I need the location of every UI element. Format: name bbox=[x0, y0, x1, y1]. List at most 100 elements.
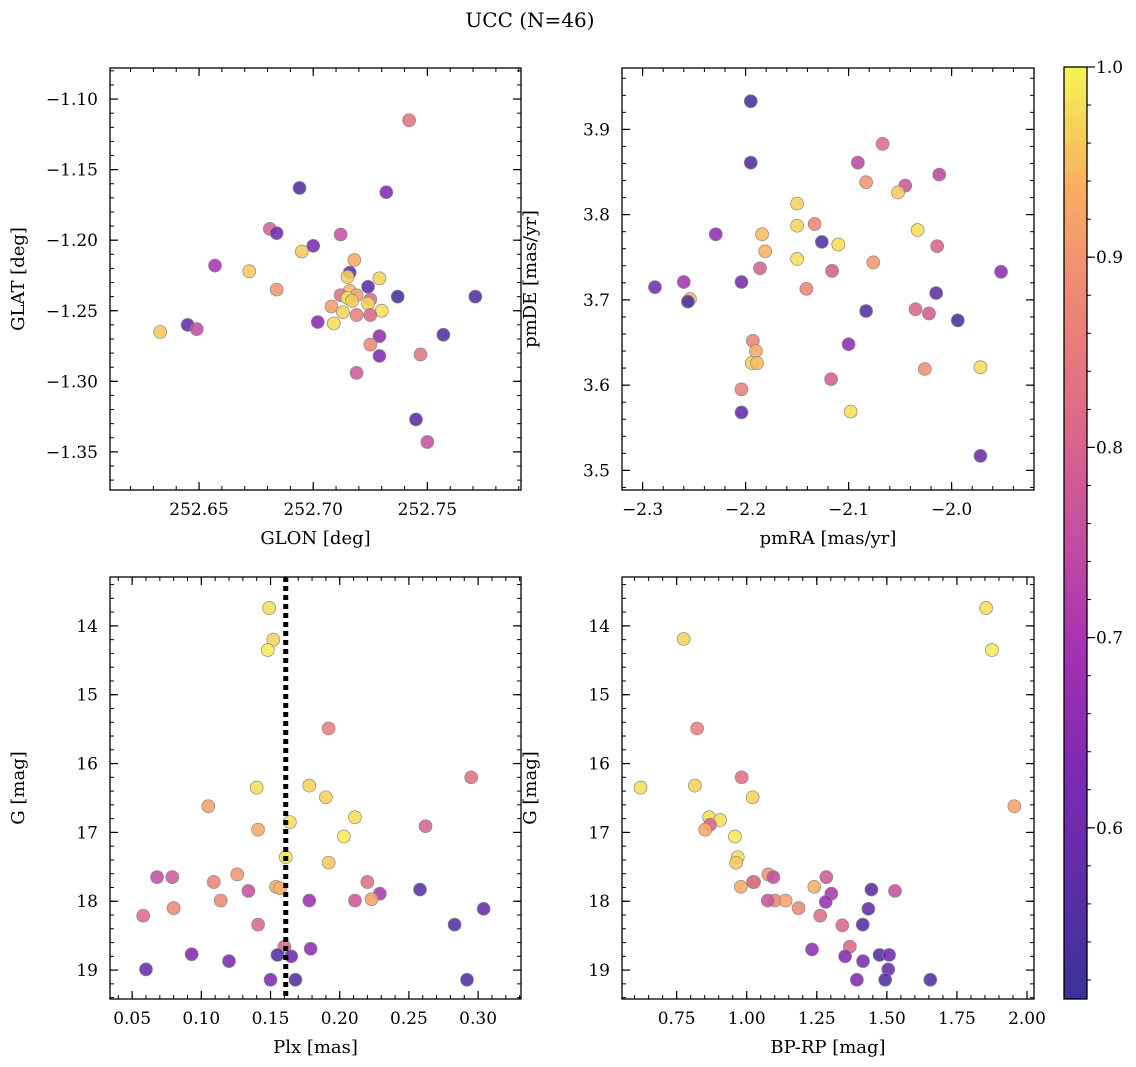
data-point bbox=[213, 893, 228, 908]
data-point bbox=[861, 901, 876, 916]
data-point bbox=[165, 870, 180, 885]
data-point bbox=[363, 308, 378, 322]
y-tick-label: 3.6 bbox=[583, 376, 610, 396]
x-axis-label: pmRA [mas/yr] bbox=[760, 528, 897, 549]
data-point bbox=[321, 855, 336, 870]
data-point bbox=[747, 875, 761, 889]
data-point bbox=[166, 901, 181, 915]
data-point bbox=[891, 185, 905, 200]
data-point bbox=[778, 893, 793, 908]
y-tick-label: 14 bbox=[588, 617, 610, 637]
data-point bbox=[681, 294, 695, 309]
data-point bbox=[294, 244, 309, 259]
data-point bbox=[855, 917, 870, 932]
data-point bbox=[864, 882, 879, 897]
data-point bbox=[841, 337, 856, 352]
data-point bbox=[882, 948, 896, 962]
data-point bbox=[950, 313, 965, 328]
x-tick-label: 0.10 bbox=[182, 1009, 220, 1029]
colorbar-tick-label: 1.0 bbox=[1096, 58, 1123, 78]
data-point bbox=[749, 344, 763, 358]
y-tick-label: 14 bbox=[76, 617, 98, 637]
data-point bbox=[208, 258, 222, 273]
data-point bbox=[321, 721, 336, 736]
data-point bbox=[402, 113, 416, 128]
data-point bbox=[930, 239, 945, 254]
data-point bbox=[260, 643, 275, 657]
data-point bbox=[648, 280, 662, 294]
data-point bbox=[413, 882, 427, 897]
data-point bbox=[835, 918, 850, 933]
data-point bbox=[791, 901, 806, 915]
data-point bbox=[251, 917, 265, 932]
data-point bbox=[447, 917, 462, 932]
y-tick-label: 18 bbox=[76, 892, 98, 912]
data-point bbox=[838, 949, 852, 964]
data-point bbox=[690, 721, 704, 736]
data-point bbox=[436, 327, 451, 342]
data-point bbox=[269, 282, 284, 297]
y-tick-label: 3.8 bbox=[583, 206, 610, 226]
y-tick-label: −1.20 bbox=[46, 231, 98, 251]
y-tick-label: 16 bbox=[588, 755, 610, 775]
data-point bbox=[476, 901, 491, 916]
data-point bbox=[698, 822, 713, 837]
data-point bbox=[136, 908, 151, 923]
y-tick-label: 19 bbox=[588, 961, 610, 981]
y-tick-label: −1.10 bbox=[46, 90, 98, 110]
y-tick-label: −1.25 bbox=[46, 302, 98, 322]
y-tick-label: −1.35 bbox=[46, 443, 98, 463]
data-point bbox=[973, 360, 988, 375]
data-point bbox=[292, 181, 307, 195]
data-point bbox=[807, 879, 822, 894]
x-tick-label: 0.20 bbox=[321, 1009, 359, 1029]
data-point bbox=[743, 155, 758, 170]
data-point bbox=[347, 253, 362, 267]
x-tick-label: 0.05 bbox=[113, 1009, 151, 1029]
x-tick-label: −2.0 bbox=[931, 500, 972, 520]
y-tick-label: 16 bbox=[76, 755, 98, 775]
y-tick-label: 15 bbox=[588, 686, 610, 706]
data-point bbox=[888, 884, 902, 898]
data-point bbox=[805, 942, 819, 957]
data-point bbox=[345, 294, 359, 308]
data-point bbox=[302, 893, 317, 908]
data-point bbox=[922, 306, 936, 321]
data-point bbox=[734, 275, 749, 289]
data-point bbox=[743, 94, 758, 109]
x-tick-label: −2.2 bbox=[725, 500, 766, 520]
colorbar-tick-label: 0.8 bbox=[1096, 438, 1123, 458]
y-tick-label: 3.9 bbox=[583, 120, 610, 140]
panel-plx-g: 0.05 0.10 0.15 0.20 0.25 0.30 14 15 16 17 18 19 Plx … bbox=[8, 576, 522, 1058]
data-point bbox=[139, 962, 153, 977]
x-tick-label: 1.00 bbox=[728, 1009, 766, 1029]
data-point bbox=[850, 972, 864, 987]
x-axis-label: BP-RP [mag] bbox=[770, 1037, 885, 1058]
data-point bbox=[766, 870, 781, 885]
data-point bbox=[733, 879, 748, 894]
data-point bbox=[688, 778, 702, 793]
x-axis-label: Plx [mas] bbox=[273, 1037, 358, 1058]
data-point bbox=[819, 870, 834, 885]
data-point bbox=[676, 275, 691, 289]
data-point bbox=[361, 296, 375, 311]
data-point bbox=[676, 632, 691, 646]
data-point bbox=[336, 305, 350, 320]
data-point bbox=[310, 315, 325, 329]
x-tick-label: 1.25 bbox=[798, 1009, 836, 1029]
y-axis-label: pmDE [mas/yr] bbox=[520, 210, 541, 348]
data-point bbox=[269, 226, 284, 240]
data-point bbox=[241, 884, 256, 898]
data-point bbox=[263, 972, 278, 987]
y-axis-label: G [mag] bbox=[520, 751, 541, 824]
data-point bbox=[851, 155, 865, 170]
data-point bbox=[249, 780, 264, 795]
axes-frame bbox=[109, 67, 522, 491]
data-point bbox=[189, 322, 204, 336]
data-point bbox=[230, 867, 245, 882]
axes-frame bbox=[621, 67, 1035, 491]
data-point bbox=[184, 947, 199, 962]
data-point bbox=[363, 337, 378, 352]
x-tick-label: 252.70 bbox=[283, 500, 342, 520]
data-point bbox=[379, 185, 394, 200]
